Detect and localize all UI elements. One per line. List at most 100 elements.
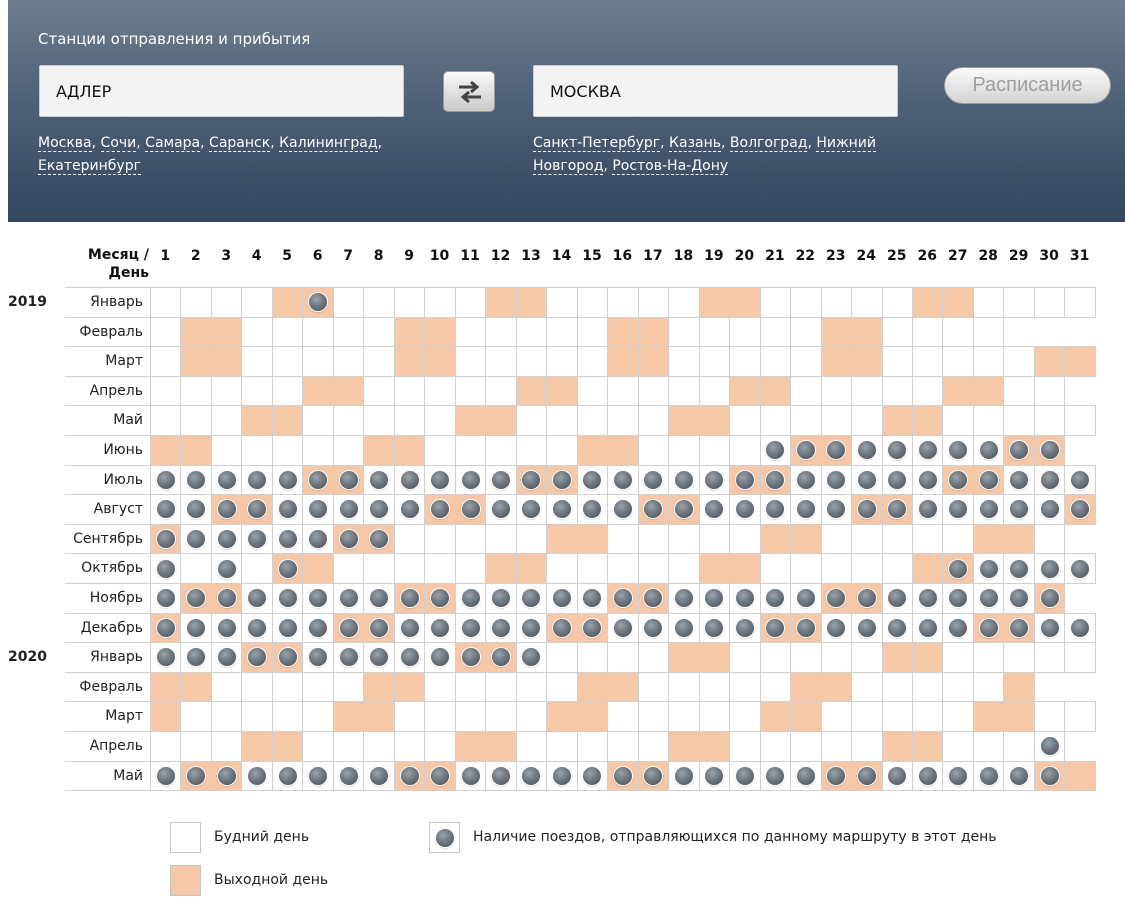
train-dot-icon[interactable] [674, 500, 693, 519]
train-dot-icon[interactable] [217, 766, 236, 785]
train-dot-icon[interactable] [796, 589, 815, 608]
arrival-suggestion-link[interactable]: Санкт-Петербург [533, 135, 661, 152]
train-dot-icon[interactable] [248, 470, 267, 489]
train-dot-icon[interactable] [705, 500, 724, 519]
train-dot-icon[interactable] [156, 618, 175, 637]
train-dot-icon[interactable] [888, 470, 907, 489]
train-dot-icon[interactable] [461, 618, 480, 637]
train-dot-icon[interactable] [217, 559, 236, 578]
train-dot-icon[interactable] [613, 589, 632, 608]
train-dot-icon[interactable] [1040, 618, 1059, 637]
train-dot-icon[interactable] [918, 470, 937, 489]
train-dot-icon[interactable] [1010, 589, 1029, 608]
departure-suggestion-link[interactable]: Екатеринбург [38, 158, 141, 175]
train-dot-icon[interactable] [857, 470, 876, 489]
departure-suggestion-link[interactable]: Самара [145, 135, 201, 152]
train-dot-icon[interactable] [583, 589, 602, 608]
train-dot-icon[interactable] [613, 500, 632, 519]
train-dot-icon[interactable] [552, 500, 571, 519]
train-dot-icon[interactable] [431, 500, 450, 519]
train-dot-icon[interactable] [979, 441, 998, 460]
train-dot-icon[interactable] [248, 500, 267, 519]
train-dot-icon[interactable] [766, 441, 785, 460]
train-dot-icon[interactable] [613, 766, 632, 785]
train-dot-icon[interactable] [156, 589, 175, 608]
train-dot-icon[interactable] [857, 500, 876, 519]
train-dot-icon[interactable] [370, 500, 389, 519]
train-dot-icon[interactable] [583, 618, 602, 637]
train-dot-icon[interactable] [156, 470, 175, 489]
train-dot-icon[interactable] [217, 470, 236, 489]
train-dot-icon[interactable] [370, 648, 389, 667]
train-dot-icon[interactable] [888, 618, 907, 637]
train-dot-icon[interactable] [827, 618, 846, 637]
train-dot-icon[interactable] [644, 500, 663, 519]
train-dot-icon[interactable] [309, 500, 328, 519]
train-dot-icon[interactable] [1040, 500, 1059, 519]
train-dot-icon[interactable] [827, 589, 846, 608]
train-dot-icon[interactable] [949, 500, 968, 519]
train-dot-icon[interactable] [1040, 737, 1059, 756]
train-dot-icon[interactable] [309, 293, 328, 312]
train-dot-icon[interactable] [248, 530, 267, 549]
train-dot-icon[interactable] [370, 530, 389, 549]
train-dot-icon[interactable] [735, 470, 754, 489]
train-dot-icon[interactable] [400, 648, 419, 667]
train-dot-icon[interactable] [735, 589, 754, 608]
train-dot-icon[interactable] [796, 618, 815, 637]
train-dot-icon[interactable] [156, 530, 175, 549]
departure-suggestion-link[interactable]: Саранск [209, 135, 271, 152]
train-dot-icon[interactable] [492, 500, 510, 519]
train-dot-icon[interactable] [248, 589, 267, 608]
train-dot-icon[interactable] [492, 766, 510, 785]
train-dot-icon[interactable] [979, 500, 998, 519]
train-dot-icon[interactable] [857, 589, 876, 608]
train-dot-icon[interactable] [217, 530, 236, 549]
train-dot-icon[interactable] [766, 618, 785, 637]
train-dot-icon[interactable] [461, 766, 480, 785]
train-dot-icon[interactable] [187, 589, 206, 608]
train-dot-icon[interactable] [187, 648, 206, 667]
train-dot-icon[interactable] [400, 618, 419, 637]
train-dot-icon[interactable] [949, 441, 968, 460]
train-dot-icon[interactable] [583, 766, 602, 785]
train-dot-icon[interactable] [552, 470, 571, 489]
train-dot-icon[interactable] [400, 766, 419, 785]
train-dot-icon[interactable] [492, 618, 510, 637]
train-dot-icon[interactable] [857, 766, 876, 785]
train-dot-icon[interactable] [156, 766, 175, 785]
train-dot-icon[interactable] [949, 618, 968, 637]
departure-suggestion-link[interactable]: Калининград [279, 135, 378, 152]
train-dot-icon[interactable] [796, 500, 815, 519]
train-dot-icon[interactable] [278, 559, 297, 578]
train-dot-icon[interactable] [248, 648, 267, 667]
train-dot-icon[interactable] [735, 500, 754, 519]
train-dot-icon[interactable] [217, 500, 236, 519]
train-dot-icon[interactable] [827, 470, 846, 489]
train-dot-icon[interactable] [522, 648, 541, 667]
train-dot-icon[interactable] [309, 648, 328, 667]
train-dot-icon[interactable] [461, 648, 480, 667]
train-dot-icon[interactable] [1040, 441, 1059, 460]
train-dot-icon[interactable] [248, 618, 267, 637]
train-dot-icon[interactable] [278, 530, 297, 549]
train-dot-icon[interactable] [918, 618, 937, 637]
departure-suggestion-link[interactable]: Москва [38, 135, 92, 152]
train-dot-icon[interactable] [979, 766, 998, 785]
train-dot-icon[interactable] [400, 589, 419, 608]
train-dot-icon[interactable] [248, 766, 267, 785]
train-dot-icon[interactable] [278, 470, 297, 489]
train-dot-icon[interactable] [1040, 766, 1059, 785]
train-dot-icon[interactable] [522, 500, 541, 519]
arrival-station-input[interactable] [533, 65, 898, 117]
train-dot-icon[interactable] [613, 618, 632, 637]
train-dot-icon[interactable] [888, 500, 907, 519]
train-dot-icon[interactable] [1010, 559, 1029, 578]
train-dot-icon[interactable] [674, 618, 693, 637]
train-dot-icon[interactable] [370, 589, 389, 608]
departure-station-input[interactable] [39, 65, 404, 117]
train-dot-icon[interactable] [918, 766, 937, 785]
train-dot-icon[interactable] [949, 589, 968, 608]
train-dot-icon[interactable] [309, 530, 328, 549]
train-dot-icon[interactable] [492, 589, 510, 608]
